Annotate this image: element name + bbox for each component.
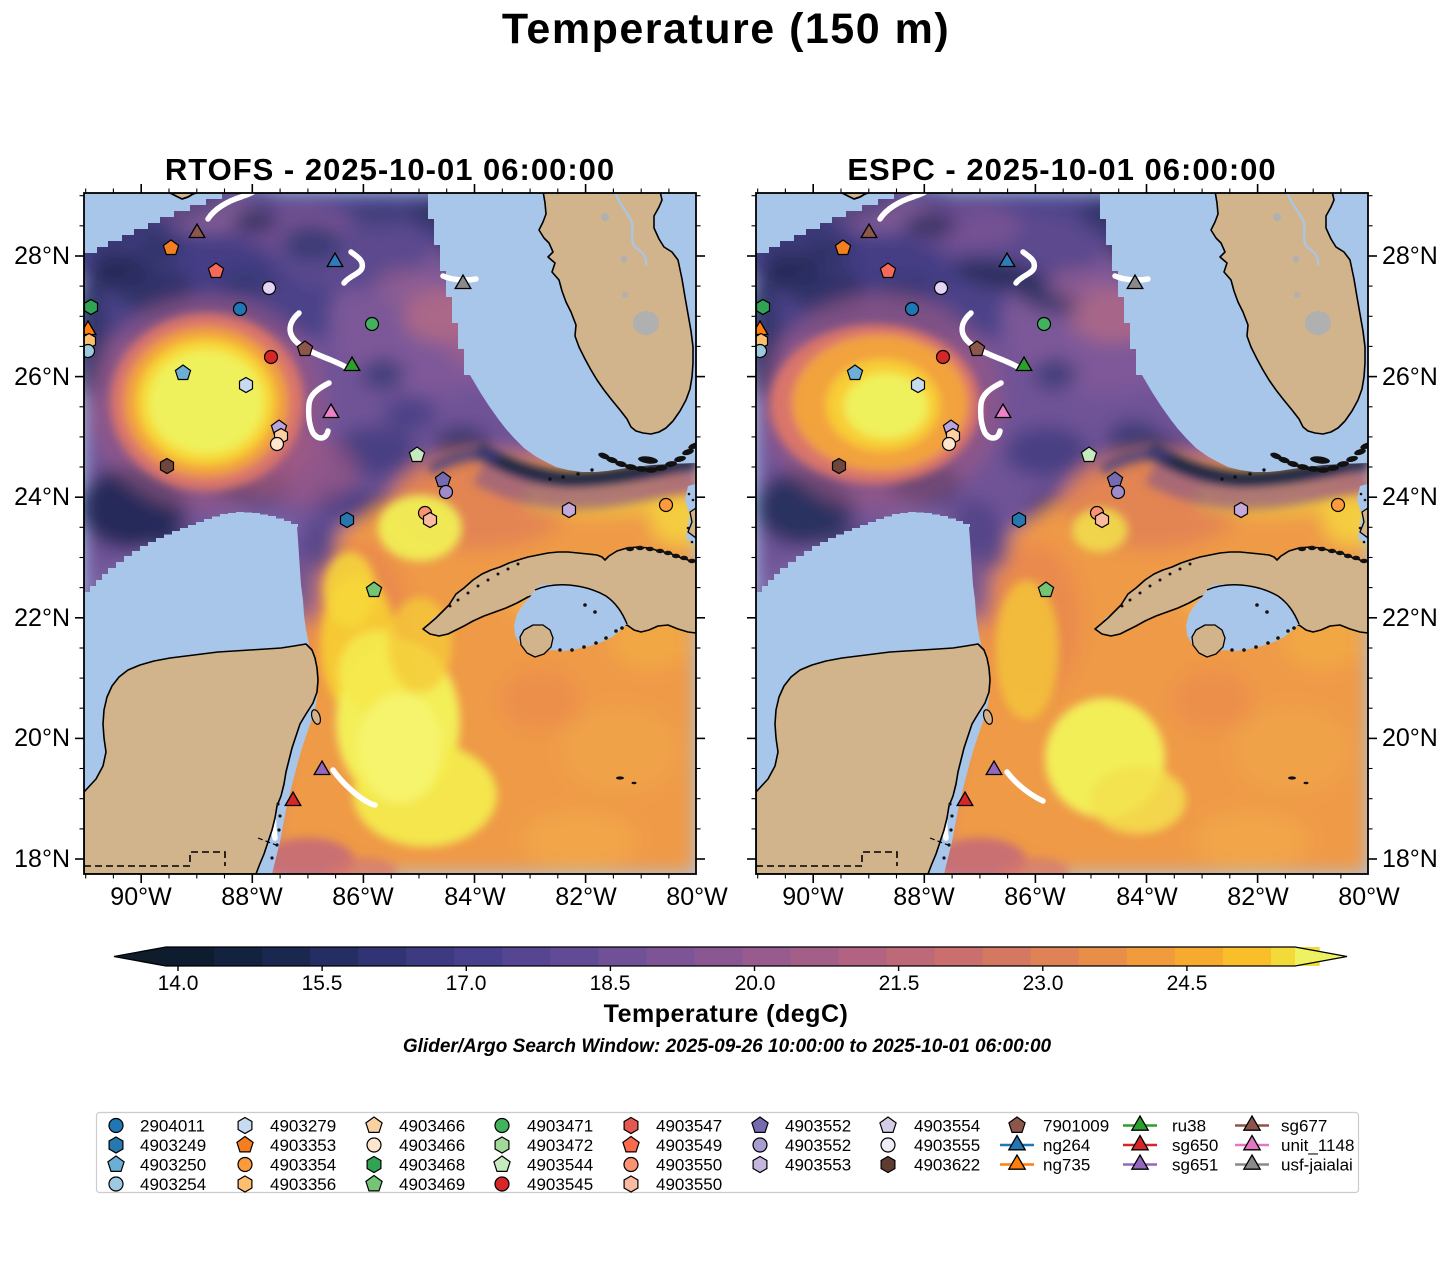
svg-text:7901009: 7901009 <box>1043 1117 1109 1136</box>
svg-text:26°N: 26°N <box>14 363 70 391</box>
svg-text:18°N: 18°N <box>14 845 70 873</box>
svg-text:sg677: sg677 <box>1281 1117 1327 1136</box>
svg-text:80°W: 80°W <box>1338 883 1400 911</box>
svg-text:28°N: 28°N <box>14 242 70 270</box>
svg-text:4903356: 4903356 <box>270 1175 336 1194</box>
svg-text:4903249: 4903249 <box>140 1136 206 1155</box>
svg-text:Temperature (degC): Temperature (degC) <box>604 1000 849 1028</box>
svg-text:86°W: 86°W <box>1004 883 1066 911</box>
svg-text:4903554: 4903554 <box>914 1117 980 1136</box>
svg-text:ESPC - 2025-10-01 06:00:00: ESPC - 2025-10-01 06:00:00 <box>847 152 1276 187</box>
svg-text:4903544: 4903544 <box>527 1156 593 1175</box>
svg-text:88°W: 88°W <box>893 883 955 911</box>
svg-text:17.0: 17.0 <box>446 972 487 995</box>
svg-text:usf-jaialai: usf-jaialai <box>1281 1156 1353 1175</box>
svg-text:18.5: 18.5 <box>590 972 631 995</box>
svg-text:4903622: 4903622 <box>914 1156 980 1175</box>
svg-text:4903552: 4903552 <box>785 1117 851 1136</box>
svg-text:18°N: 18°N <box>1382 845 1438 873</box>
svg-text:4903552: 4903552 <box>785 1136 851 1155</box>
svg-text:Temperature (150 m): Temperature (150 m) <box>502 5 950 53</box>
svg-text:4903549: 4903549 <box>656 1136 722 1155</box>
svg-text:90°W: 90°W <box>782 883 844 911</box>
svg-text:80°W: 80°W <box>666 883 728 911</box>
svg-text:24°N: 24°N <box>1382 483 1438 511</box>
svg-text:4903468: 4903468 <box>399 1156 465 1175</box>
svg-text:20°N: 20°N <box>1382 724 1438 752</box>
svg-text:24°N: 24°N <box>14 483 70 511</box>
svg-text:4903550: 4903550 <box>656 1156 722 1175</box>
svg-text:ng264: ng264 <box>1043 1136 1090 1155</box>
svg-text:24.5: 24.5 <box>1167 972 1208 995</box>
svg-text:4903547: 4903547 <box>656 1117 722 1136</box>
svg-text:20°N: 20°N <box>14 724 70 752</box>
svg-text:20.0: 20.0 <box>735 972 776 995</box>
svg-text:2904011: 2904011 <box>140 1117 205 1136</box>
svg-text:4903472: 4903472 <box>527 1136 593 1155</box>
svg-text:86°W: 86°W <box>332 883 394 911</box>
svg-text:ng735: ng735 <box>1043 1156 1090 1175</box>
svg-text:22°N: 22°N <box>1382 604 1438 632</box>
svg-text:4903466: 4903466 <box>399 1117 465 1136</box>
svg-text:84°W: 84°W <box>1116 883 1178 911</box>
svg-text:4903354: 4903354 <box>270 1156 336 1175</box>
svg-text:15.5: 15.5 <box>302 972 343 995</box>
svg-text:4903466: 4903466 <box>399 1136 465 1155</box>
svg-text:4903254: 4903254 <box>140 1175 206 1194</box>
svg-text:4903471: 4903471 <box>527 1117 593 1136</box>
svg-text:4903250: 4903250 <box>140 1156 206 1175</box>
svg-text:sg650: sg650 <box>1172 1136 1218 1155</box>
svg-text:4903553: 4903553 <box>785 1156 851 1175</box>
svg-text:4903545: 4903545 <box>527 1175 593 1194</box>
svg-text:RTOFS - 2025-10-01 06:00:00: RTOFS - 2025-10-01 06:00:00 <box>165 152 615 187</box>
svg-text:4903469: 4903469 <box>399 1175 465 1194</box>
svg-text:4903555: 4903555 <box>914 1136 980 1155</box>
svg-text:4903279: 4903279 <box>270 1117 336 1136</box>
svg-text:ru38: ru38 <box>1172 1117 1206 1136</box>
svg-text:26°N: 26°N <box>1382 363 1438 391</box>
svg-text:22°N: 22°N <box>14 604 70 632</box>
svg-text:4903550: 4903550 <box>656 1175 722 1194</box>
svg-text:82°W: 82°W <box>1227 883 1289 911</box>
svg-text:sg651: sg651 <box>1172 1156 1218 1175</box>
svg-text:4903353: 4903353 <box>270 1136 336 1155</box>
svg-text:88°W: 88°W <box>221 883 283 911</box>
svg-text:14.0: 14.0 <box>158 972 199 995</box>
svg-text:28°N: 28°N <box>1382 242 1438 270</box>
svg-text:Glider/Argo Search Window: 202: Glider/Argo Search Window: 2025-09-26 10… <box>403 1036 1052 1057</box>
svg-text:unit_1148: unit_1148 <box>1281 1136 1354 1155</box>
svg-text:82°W: 82°W <box>555 883 617 911</box>
svg-text:84°W: 84°W <box>444 883 506 911</box>
svg-text:21.5: 21.5 <box>879 972 920 995</box>
svg-text:90°W: 90°W <box>110 883 172 911</box>
svg-text:23.0: 23.0 <box>1023 972 1064 995</box>
